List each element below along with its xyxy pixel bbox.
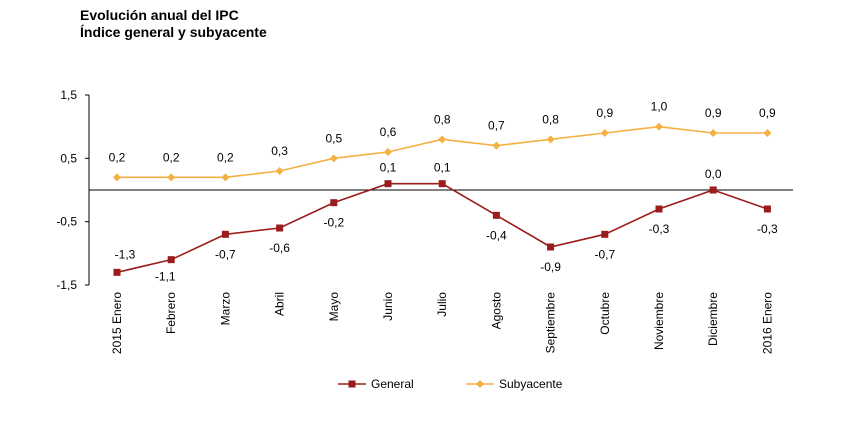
data-label-subyacente: 0,2 bbox=[109, 150, 126, 164]
data-label-general: -0,2 bbox=[323, 216, 344, 230]
data-point-subyacente bbox=[167, 173, 176, 182]
data-label-subyacente: 1,0 bbox=[651, 100, 668, 114]
x-tick-label: Febrero bbox=[164, 292, 178, 334]
x-tick-label: Abril bbox=[273, 292, 287, 316]
legend-marker-general bbox=[348, 380, 356, 388]
data-point-general bbox=[438, 180, 446, 188]
data-label-general: -0,7 bbox=[215, 247, 236, 261]
x-tick-label: Marzo bbox=[218, 292, 232, 326]
data-label-general: 0,1 bbox=[380, 161, 397, 175]
data-point-general bbox=[763, 205, 771, 213]
data-label-general: -0,3 bbox=[649, 222, 670, 236]
data-point-subyacente bbox=[763, 129, 772, 137]
chart-subtitle: Índice general y subyacente bbox=[80, 24, 267, 40]
data-point-subyacente bbox=[492, 141, 501, 150]
x-tick-label: 2015 Enero bbox=[110, 292, 124, 354]
data-label-subyacente: 0,8 bbox=[434, 112, 451, 126]
data-point-general bbox=[547, 243, 555, 251]
data-point-general bbox=[221, 230, 229, 238]
data-label-subyacente: 0,5 bbox=[325, 131, 342, 145]
data-point-general bbox=[384, 180, 392, 188]
data-point-general bbox=[601, 230, 609, 238]
data-label-general: -0,7 bbox=[594, 247, 615, 261]
data-label-subyacente: 0,8 bbox=[542, 112, 559, 126]
legend-label-general: General bbox=[371, 377, 414, 391]
data-label-subyacente: 0,3 bbox=[271, 144, 288, 158]
data-point-subyacente bbox=[384, 148, 392, 156]
data-label-general: -1,1 bbox=[155, 270, 176, 284]
data-point-subyacente bbox=[655, 122, 663, 131]
data-point-subyacente bbox=[709, 129, 718, 137]
data-label-general: -0,3 bbox=[757, 222, 778, 236]
y-tick-label: -0,5 bbox=[56, 215, 77, 229]
data-label-general: 0,0 bbox=[705, 167, 722, 181]
data-label-general: -0,9 bbox=[540, 260, 561, 274]
data-label-subyacente: 0,7 bbox=[488, 119, 505, 133]
legend-marker-subyacente bbox=[476, 380, 484, 388]
data-point-general bbox=[113, 268, 121, 276]
x-tick-label: Julio bbox=[435, 292, 449, 317]
legend: General Subyacente bbox=[338, 377, 563, 391]
data-point-subyacente bbox=[438, 135, 447, 144]
data-point-general bbox=[709, 186, 717, 194]
data-point-subyacente bbox=[546, 135, 555, 144]
x-tick-label: Octubre bbox=[598, 292, 612, 335]
x-tick-label: Mayo bbox=[327, 292, 341, 322]
data-point-subyacente bbox=[275, 167, 284, 175]
data-point-general bbox=[330, 199, 338, 207]
data-point-general bbox=[167, 256, 175, 264]
x-tick-label: Noviembre bbox=[652, 292, 666, 350]
x-tick-label: Diciembre bbox=[706, 292, 720, 346]
y-tick-label: 0,5 bbox=[60, 151, 77, 165]
y-tick-label: 1,5 bbox=[60, 88, 77, 102]
data-point-subyacente bbox=[221, 173, 230, 182]
data-label-subyacente: 0,6 bbox=[380, 125, 397, 139]
data-label-subyacente: 0,2 bbox=[217, 150, 234, 164]
data-point-subyacente bbox=[600, 129, 609, 137]
legend-label-subyacente: Subyacente bbox=[499, 377, 563, 391]
data-label-subyacente: 0,9 bbox=[759, 106, 776, 120]
x-tick-label: Septiembre bbox=[544, 292, 558, 354]
data-label-subyacente: 0,9 bbox=[596, 106, 613, 120]
data-label-subyacente: 0,2 bbox=[163, 150, 180, 164]
chart-title: Evolución anual del IPC bbox=[80, 7, 239, 23]
data-label-general: 0,1 bbox=[434, 161, 451, 175]
data-point-subyacente bbox=[113, 173, 121, 182]
data-point-general bbox=[276, 224, 284, 232]
data-label-general: -0,6 bbox=[269, 241, 290, 255]
x-tick-label: Agosto bbox=[489, 292, 503, 330]
data-label-subyacente: 0,9 bbox=[705, 106, 722, 120]
data-label-general: -1,3 bbox=[115, 247, 136, 261]
data-point-general bbox=[492, 211, 500, 219]
x-tick-label: 2016 Enero bbox=[760, 292, 774, 354]
data-point-general bbox=[655, 205, 663, 213]
data-label-general: -0,4 bbox=[486, 228, 507, 242]
x-tick-label: Junio bbox=[381, 292, 395, 321]
y-tick-label: -1,5 bbox=[56, 278, 77, 292]
data-point-subyacente bbox=[329, 154, 338, 163]
